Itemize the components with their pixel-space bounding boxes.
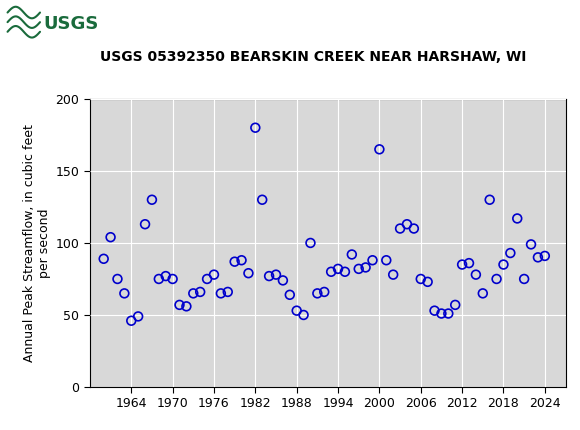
- Point: [409, 225, 419, 232]
- Point: [478, 290, 487, 297]
- Point: [195, 289, 205, 295]
- Point: [533, 254, 542, 261]
- Point: [451, 301, 460, 308]
- Point: [513, 215, 522, 222]
- Point: [264, 273, 274, 280]
- Point: [113, 276, 122, 283]
- Point: [375, 146, 384, 153]
- Point: [361, 264, 370, 271]
- Point: [251, 124, 260, 131]
- Point: [188, 290, 198, 297]
- Point: [382, 257, 391, 264]
- Point: [472, 271, 481, 278]
- Y-axis label: Annual Peak Streamflow, in cubic feet
per second: Annual Peak Streamflow, in cubic feet pe…: [23, 124, 52, 362]
- Text: USGS: USGS: [43, 15, 99, 33]
- Point: [230, 258, 240, 265]
- Point: [161, 273, 171, 280]
- Point: [354, 265, 363, 272]
- Point: [237, 257, 246, 264]
- Point: [540, 252, 549, 259]
- Point: [520, 276, 529, 283]
- Point: [403, 221, 412, 227]
- Point: [258, 196, 267, 203]
- Point: [119, 290, 129, 297]
- Point: [313, 290, 322, 297]
- Point: [506, 249, 515, 256]
- Point: [334, 265, 343, 272]
- Point: [458, 261, 467, 268]
- Point: [485, 196, 494, 203]
- Point: [154, 276, 164, 283]
- Point: [216, 290, 226, 297]
- Point: [299, 311, 308, 318]
- Point: [320, 289, 329, 295]
- Point: [306, 240, 315, 246]
- Point: [168, 276, 177, 283]
- Point: [140, 221, 150, 227]
- Point: [423, 278, 432, 285]
- Point: [444, 310, 453, 317]
- Point: [147, 196, 157, 203]
- Point: [133, 313, 143, 320]
- Point: [209, 271, 219, 278]
- Point: [465, 260, 474, 267]
- Point: [499, 261, 508, 268]
- Point: [340, 268, 350, 275]
- Point: [244, 270, 253, 276]
- Point: [175, 301, 184, 308]
- Point: [126, 317, 136, 324]
- Point: [285, 292, 295, 298]
- Point: [223, 289, 233, 295]
- Point: [492, 276, 501, 283]
- Point: [430, 307, 439, 314]
- Point: [347, 251, 357, 258]
- Bar: [5, 4, 106, 44]
- Point: [527, 241, 536, 248]
- Point: [292, 307, 302, 314]
- Text: USGS 05392350 BEARSKIN CREEK NEAR HARSHAW, WI: USGS 05392350 BEARSKIN CREEK NEAR HARSHA…: [100, 50, 527, 64]
- Point: [278, 277, 288, 284]
- Point: [368, 257, 377, 264]
- Point: [389, 271, 398, 278]
- Point: [106, 234, 115, 241]
- Point: [182, 303, 191, 310]
- Point: [99, 255, 108, 262]
- Point: [416, 276, 425, 283]
- Point: [327, 268, 336, 275]
- Point: [396, 225, 405, 232]
- Point: [202, 276, 212, 283]
- Point: [271, 271, 281, 278]
- Point: [437, 310, 446, 317]
